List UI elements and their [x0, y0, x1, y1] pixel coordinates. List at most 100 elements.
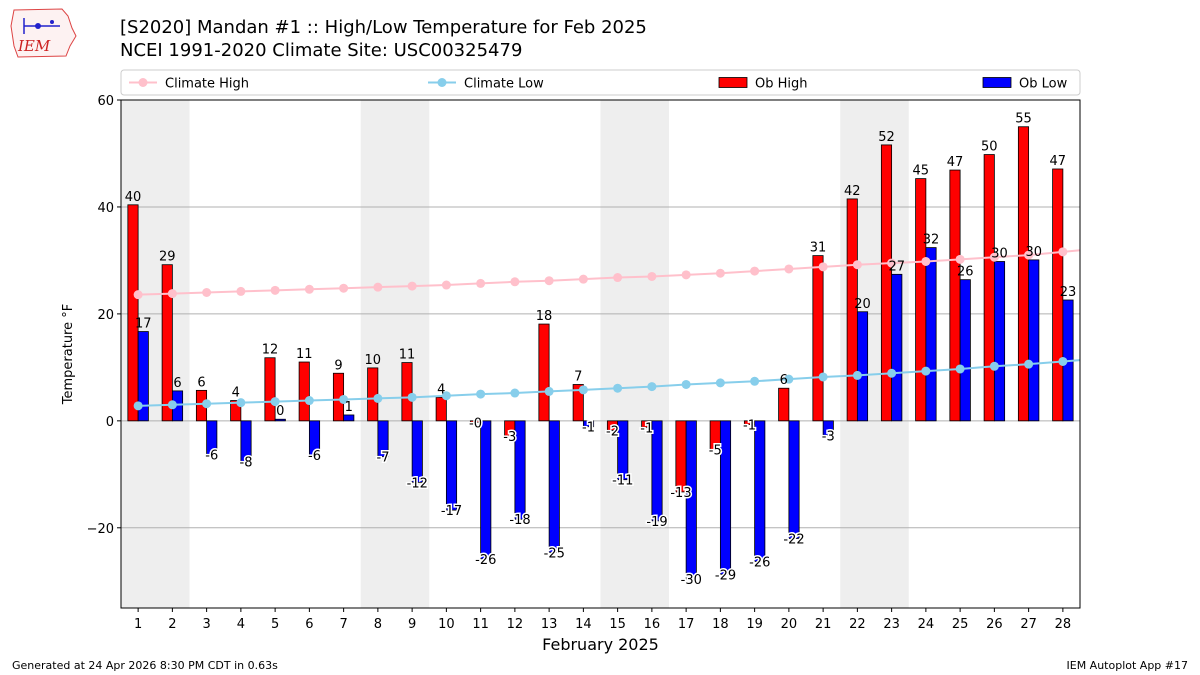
ob-low-label: -29: [715, 568, 736, 583]
ob-high-bar: [812, 255, 824, 422]
ob-low-label: -7: [377, 451, 390, 466]
ob-low-bar: [617, 420, 629, 481]
ob-low-label: -26: [475, 553, 496, 568]
ob-low-label: 32: [923, 233, 940, 248]
ob-low-label: 30: [991, 246, 1008, 261]
ob-high-label: 45: [912, 164, 929, 179]
climate-low-point: [1024, 359, 1034, 369]
y-axis-label: Temperature °F: [61, 304, 76, 405]
ob-low-bar: [206, 420, 218, 455]
ob-low-label: -25: [544, 546, 565, 561]
ob-high-label: -2: [606, 424, 619, 439]
ob-high-label: 52: [878, 130, 895, 145]
ob-high-bar: [880, 144, 893, 422]
climate-high-point: [304, 284, 314, 294]
climate-low-point: [441, 391, 451, 401]
climate-low-point: [1058, 356, 1068, 366]
x-tick-label: 1: [134, 617, 142, 632]
climate-high-point: [270, 285, 280, 295]
ob-low-bar: [788, 420, 800, 539]
x-tick-label: 16: [644, 617, 661, 632]
ob-low-bar: [343, 414, 355, 422]
y-tick-label: −20: [87, 522, 114, 537]
ob-low-bar: [719, 420, 732, 575]
climate-low-point: [133, 401, 143, 411]
climate-high-point: [339, 283, 349, 293]
ob-high-bar: [778, 387, 790, 422]
climate-high-point: [852, 260, 862, 270]
x-tick-label: 28: [1055, 617, 1072, 632]
ob-low-bar: [822, 420, 834, 436]
ob-high-label: -13: [670, 486, 691, 501]
climate-high-point: [167, 289, 177, 299]
x-tick-label: 5: [271, 617, 279, 632]
ob-high-label: 47: [1049, 154, 1066, 169]
climate-low-point: [750, 376, 760, 386]
ob-low-bar: [480, 420, 492, 560]
climate-high-point: [715, 268, 725, 278]
x-tick-label: 26: [986, 617, 1003, 632]
ob-high-label: 6: [780, 373, 788, 388]
climate-low-point: [647, 382, 657, 392]
x-tick-label: 10: [438, 617, 455, 632]
ob-low-bar: [240, 420, 252, 462]
ob-low-label: -12: [407, 476, 428, 491]
ob-high-label: 47: [947, 155, 964, 170]
ob-low-label: 26: [957, 265, 974, 280]
climate-low-point: [681, 379, 691, 389]
ob-low-label: -3: [822, 429, 835, 444]
climate-high-point: [1024, 250, 1034, 260]
ob-high-label: 6: [197, 375, 205, 390]
climate-low-point: [544, 386, 554, 396]
climate-low-point: [955, 364, 965, 374]
climate-low-point: [202, 399, 212, 409]
climate-high-point: [818, 262, 828, 272]
x-tick-label: 9: [408, 617, 416, 632]
ob-high-bar: [846, 198, 858, 422]
ob-high-label: 40: [125, 190, 142, 205]
x-tick-label: 8: [374, 617, 382, 632]
climate-low-point: [613, 383, 623, 393]
weekend-shade: [600, 100, 669, 608]
climate-low-point: [989, 361, 999, 371]
ob-low-label: -1: [582, 421, 595, 436]
chart-subtitle: NCEI 1991-2020 Climate Site: USC00325479: [120, 40, 523, 61]
x-tick-label: 3: [202, 617, 210, 632]
ob-high-label: 29: [159, 250, 176, 265]
ob-low-label: 20: [854, 297, 871, 312]
ob-low-bar: [925, 247, 937, 422]
climate-low-point: [476, 389, 486, 399]
app-footer: IEM Autoplot App #17: [1066, 659, 1189, 672]
y-tick-label: 40: [97, 201, 114, 216]
climate-high-point: [236, 286, 246, 296]
climate-low-point: [339, 394, 349, 404]
x-tick-label: 21: [815, 617, 832, 632]
ob-high-bar: [949, 169, 961, 422]
climate-low-point: [818, 372, 828, 382]
legend-box: [120, 69, 1081, 96]
climate-low-point: [407, 392, 417, 402]
x-axis-label: February 2025: [542, 635, 659, 654]
ob-high-bar: [1052, 168, 1064, 422]
ob-low-bar: [411, 420, 423, 483]
generated-footer: Generated at 24 Apr 2026 8:30 PM CDT in …: [12, 659, 278, 672]
ob-high-bar: [230, 400, 242, 422]
legend-label: Ob Low: [1019, 77, 1068, 92]
climate-high-point: [476, 278, 486, 288]
climate-high-point: [784, 264, 794, 274]
x-tick-label: 13: [541, 617, 558, 632]
climate-low-point: [270, 397, 280, 407]
ob-low-label: -17: [441, 504, 462, 519]
x-tick-label: 22: [849, 617, 866, 632]
ob-low-bar: [685, 420, 697, 580]
ob-high-label: 31: [810, 241, 827, 256]
ob-high-bar: [983, 154, 995, 422]
legend-swatch-marker: [138, 78, 148, 87]
climate-high-point: [544, 276, 554, 286]
ob-low-label: 17: [135, 317, 152, 332]
ob-high-bar: [161, 264, 173, 422]
climate-low-point: [887, 368, 897, 378]
ob-high-bar: [264, 357, 276, 422]
ob-low-bar: [856, 311, 869, 422]
